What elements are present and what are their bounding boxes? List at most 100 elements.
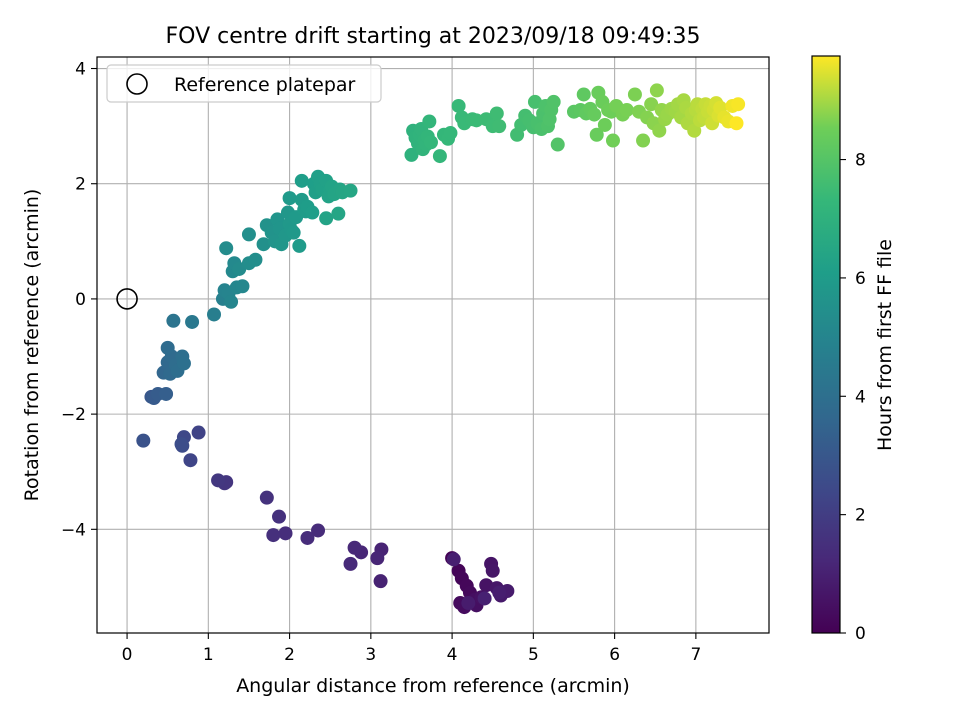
- data-point: [649, 83, 664, 98]
- data-point: [731, 97, 746, 112]
- data-point: [546, 94, 561, 109]
- data-point: [305, 205, 320, 220]
- data-point: [235, 279, 250, 294]
- data-point: [373, 574, 388, 589]
- data-point: [370, 551, 385, 566]
- y-tick-label: 4: [75, 60, 86, 80]
- data-point: [527, 94, 542, 109]
- legend-label: Reference platepar: [174, 74, 356, 96]
- data-point: [619, 102, 634, 117]
- data-point: [191, 425, 206, 440]
- data-point: [183, 453, 198, 468]
- colorbar: 0 2 4 6 8 Hours from first FF file: [811, 55, 896, 644]
- y-axis-label: Rotation from reference (arcmin): [21, 189, 43, 502]
- data-point: [687, 123, 702, 138]
- data-point: [176, 356, 191, 371]
- data-point: [343, 556, 358, 571]
- data-point: [627, 87, 642, 102]
- colorbar-tick-label: 4: [855, 387, 866, 407]
- colorbar-tick-label: 0: [855, 624, 866, 644]
- data-point: [278, 526, 293, 541]
- data-point: [589, 127, 604, 142]
- data-point: [174, 437, 189, 452]
- data-point: [422, 114, 437, 129]
- x-tick-label: 3: [365, 645, 376, 665]
- x-axis-ticks: 0 1 2 3 4 5 6 7: [122, 633, 701, 665]
- data-point: [256, 237, 271, 252]
- data-point: [597, 117, 612, 132]
- data-point: [166, 313, 181, 328]
- chart-title: FOV centre drift starting at 2023/09/18 …: [166, 24, 701, 49]
- data-point: [185, 314, 200, 329]
- data-point: [159, 386, 174, 401]
- data-point: [485, 563, 500, 578]
- data-point: [300, 530, 315, 545]
- colorbar-gradient: [812, 56, 840, 633]
- x-tick-label: 7: [690, 645, 701, 665]
- x-axis-label: Angular distance from reference (arcmin): [236, 675, 630, 697]
- data-point: [550, 137, 565, 152]
- data-point: [576, 87, 591, 102]
- data-point: [211, 473, 226, 488]
- y-tick-label: 2: [75, 175, 86, 195]
- data-points: [136, 83, 746, 615]
- data-point: [587, 107, 602, 122]
- data-point: [219, 241, 234, 256]
- grid: [97, 57, 769, 633]
- data-point: [443, 126, 458, 141]
- colorbar-tick-label: 2: [855, 506, 866, 526]
- data-point: [224, 294, 239, 309]
- data-point: [652, 123, 667, 138]
- reference-platepar-marker: [116, 288, 138, 310]
- colorbar-ticks: 0 2 4 6 8: [840, 151, 866, 644]
- data-point: [160, 340, 175, 355]
- data-point: [461, 596, 476, 611]
- data-point: [479, 578, 494, 593]
- colorbar-tick-label: 6: [855, 269, 866, 289]
- colorbar-label: Hours from first FF file: [874, 239, 896, 451]
- data-point: [446, 552, 461, 567]
- y-tick-label: 0: [75, 290, 86, 310]
- data-point: [294, 173, 309, 188]
- data-point: [319, 211, 334, 226]
- data-point: [207, 307, 222, 322]
- data-point: [492, 119, 507, 134]
- x-tick-label: 1: [203, 645, 214, 665]
- x-tick-label: 6: [609, 645, 620, 665]
- data-point: [477, 591, 492, 606]
- data-point: [311, 523, 326, 538]
- data-point: [432, 149, 447, 164]
- data-point: [266, 528, 281, 543]
- data-point: [272, 509, 287, 524]
- x-tick-label: 5: [528, 645, 539, 665]
- y-tick-label: −2: [61, 405, 86, 425]
- plot-frame: [96, 56, 770, 634]
- colorbar-frame: [811, 55, 841, 634]
- legend: Reference platepar: [106, 64, 382, 103]
- data-point: [241, 227, 256, 242]
- data-point: [605, 133, 620, 148]
- y-axis-ticks: −4 −2 0 2 4: [61, 60, 97, 540]
- data-point: [729, 116, 744, 131]
- data-point: [347, 540, 362, 555]
- data-point: [282, 191, 297, 206]
- data-point: [489, 106, 504, 121]
- y-tick-label: −4: [61, 520, 86, 540]
- data-point: [404, 147, 419, 162]
- x-tick-label: 2: [284, 645, 295, 665]
- data-point: [331, 206, 346, 221]
- data-point: [423, 135, 438, 150]
- data-point: [286, 225, 301, 240]
- x-tick-label: 0: [122, 645, 133, 665]
- data-point: [636, 133, 651, 148]
- data-point: [292, 238, 307, 253]
- legend-marker-icon: [126, 73, 148, 95]
- data-point: [259, 490, 274, 505]
- legend-box: [106, 64, 382, 103]
- colorbar-tick-label: 8: [855, 151, 866, 171]
- data-point: [644, 97, 659, 112]
- data-point: [492, 585, 507, 600]
- data-point: [343, 183, 358, 198]
- x-tick-label: 4: [447, 645, 458, 665]
- data-point: [136, 433, 151, 448]
